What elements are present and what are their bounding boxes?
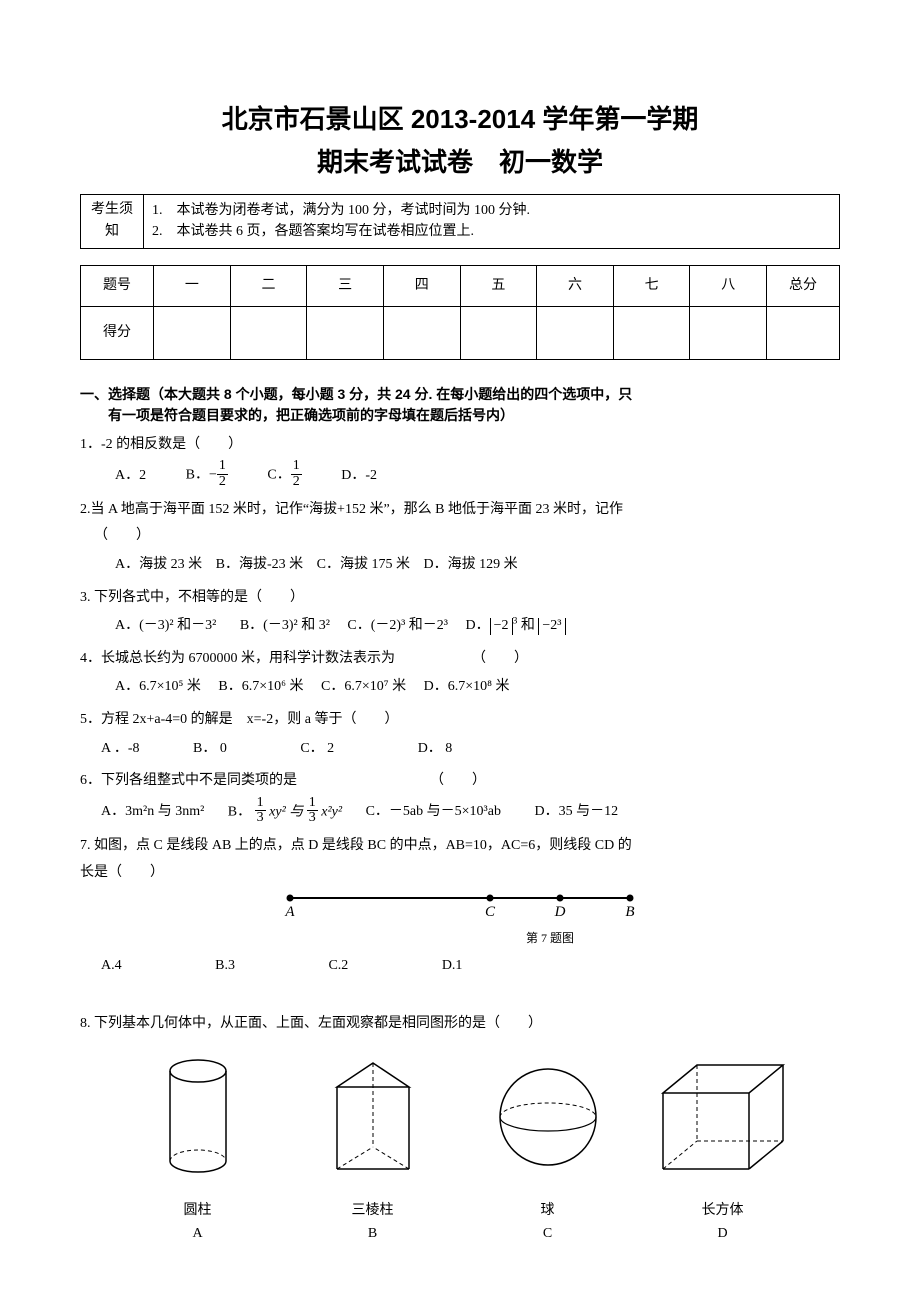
q7-diagram: A C D B [280,890,840,927]
q1-opt-a: A．2 [115,463,146,490]
notice-item-1: 1. 本试卷为闭卷考试，满分为 100 分，考试时间为 100 分钟. [152,200,831,221]
q1-opt-d: D．-2 [341,463,377,490]
q5-opt-a: A ．-8 [101,736,140,763]
score-col-6: 六 [537,265,614,306]
svg-text:D: D [554,904,566,920]
q4-options: A．6.7×10⁵ 米 B．6.7×10⁶ 米 C．6.7×10⁷ 米 D．6.… [80,674,840,701]
notice-body: 1. 本试卷为闭卷考试，满分为 100 分，考试时间为 100 分钟. 2. 本… [144,195,840,249]
svg-text:A: A [284,904,295,920]
q2-stem: 2.当 A 地高于海平面 152 米时，记作“海拔+152 米”，那么 B 地低… [80,497,840,550]
q7-opt-c: C.2 [328,953,348,980]
notice-left: 考生须知 [81,195,144,249]
score-col-label: 题号 [81,265,154,306]
q2-opt-c: C．海拔 175 米 [317,552,410,579]
q2-opt-a: A．海拔 23 米 [115,552,202,579]
q1-opt-b: B．−12 [186,460,228,490]
score-col-5: 五 [460,265,537,306]
notice-table: 考生须知 1. 本试卷为闭卷考试，满分为 100 分，考试时间为 100 分钟.… [80,194,840,249]
q7-caption: 第 7 题图 [80,929,840,947]
q6-opt-b: B． 13 xy² 与 13 x²y² [228,797,342,827]
q8-shape-prism-name: 三棱柱 [303,1200,443,1221]
q8-shape-sphere: 球 C [478,1057,618,1244]
q4-opt-c: C．6.7×10⁷ 米 [321,674,406,701]
q6-options: A．3m²n 与 3nm² B． 13 xy² 与 13 x²y² C．－5ab… [80,797,840,827]
q8-shape-cylinder-letter: A [128,1223,268,1244]
q6-opt-a: A．3m²n 与 3nm² [101,799,204,826]
q8-shape-cuboid: 长方体 D [653,1057,793,1244]
q6-opt-c: C．－5ab 与－5×10³ab [366,799,501,826]
svg-text:C: C [485,904,496,920]
q1-opt-c: C．12 [267,460,301,490]
score-col-total: 总分 [767,265,840,306]
q3-opt-d: D．−23 和 −2³ [465,613,565,640]
page-title-line2: 期末考试试卷 初一数学 [80,143,840,182]
q8-shape-cylinder: 圆柱 A [128,1057,268,1244]
q7-stem: 7. 如图，点 C 是线段 AB 上的点，点 D 是线段 BC 的中点，AB=1… [80,833,840,886]
q7-opt-b: B.3 [215,953,235,980]
q8-shapes: 圆柱 A 三棱柱 B 球 C [110,1057,810,1244]
score-table: 题号 一 二 三 四 五 六 七 八 总分 得分 [80,265,840,360]
notice-item-2: 2. 本试卷共 6 页，各题答案均写在试卷相应位置上. [152,221,831,242]
q4-opt-b: B．6.7×10⁶ 米 [218,674,303,701]
q8-shape-prism: 三棱柱 B [303,1057,443,1244]
q1-options: A．2 B．−12 C．12 D．-2 [80,460,840,490]
section-1-title: 一、选择题（本大题共 8 个小题，每小题 3 分，共 24 分. 在每小题给出的… [80,384,840,426]
q6-opt-d: D．35 与－12 [534,799,618,826]
score-col-2: 二 [230,265,307,306]
q5-stem: 5．方程 2x+a-4=0 的解是 x=-2，则 a 等于（ ） [80,707,840,734]
score-row-values: 得分 [81,306,840,359]
q7-options: A.4 B.3 C.2 D.1 [80,953,840,980]
q5-opt-c: C． 2 [300,736,334,763]
svg-text:B: B [625,904,634,920]
q2-opt-b: B．海拔-23 米 [216,552,304,579]
q8-shape-cuboid-letter: D [653,1223,793,1244]
score-row2-label: 得分 [81,306,154,359]
q7-opt-d: D.1 [442,953,463,980]
q8-shape-sphere-letter: C [478,1223,618,1244]
q8-stem: 8. 下列基本几何体中，从正面、上面、左面观察都是相同图形的是（ ） [80,1011,840,1038]
q3-opt-c: C．(－2)³ 和－2³ [347,613,448,640]
q5-opt-b: B． 0 [193,736,227,763]
q5-options: A ．-8 B． 0 C． 2 D． 8 [80,736,840,763]
q3-opt-b: B．(－3)² 和 3² [240,613,330,640]
q8-shape-prism-letter: B [303,1223,443,1244]
q4-opt-d: D．6.7×10⁸ 米 [424,674,510,701]
score-col-8: 八 [690,265,767,306]
q4-opt-a: A．6.7×10⁵ 米 [115,674,201,701]
q5-opt-d: D． 8 [418,736,453,763]
q6-stem: 6．下列各组整式中不是同类项的是 （ ） [80,768,840,795]
q3-options: A．(－3)² 和－3² B．(－3)² 和 3² C．(－2)³ 和－2³ D… [80,613,840,640]
score-col-3: 三 [307,265,384,306]
score-col-1: 一 [154,265,231,306]
q2-opt-d: D．海拔 129 米 [423,552,517,579]
score-col-4: 四 [383,265,460,306]
q8-shape-cylinder-name: 圆柱 [128,1200,268,1221]
q1-stem: 1．-2 的相反数是（ ） [80,432,840,459]
q8-shape-sphere-name: 球 [478,1200,618,1221]
q4-stem: 4．长城总长约为 6700000 米，用科学计数法表示为 （ ） [80,646,840,673]
score-col-7: 七 [613,265,690,306]
q7-opt-a: A.4 [101,953,122,980]
q2-options: A．海拔 23 米 B．海拔-23 米 C．海拔 175 米 D．海拔 129 … [80,552,840,579]
q3-stem: 3. 下列各式中，不相等的是（ ） [80,585,840,612]
page-title-line1: 北京市石景山区 2013-2014 学年第一学期 [80,100,840,139]
q8-shape-cuboid-name: 长方体 [653,1200,793,1221]
q3-opt-a: A．(－3)² 和－3² [115,613,216,640]
score-row-header: 题号 一 二 三 四 五 六 七 八 总分 [81,265,840,306]
